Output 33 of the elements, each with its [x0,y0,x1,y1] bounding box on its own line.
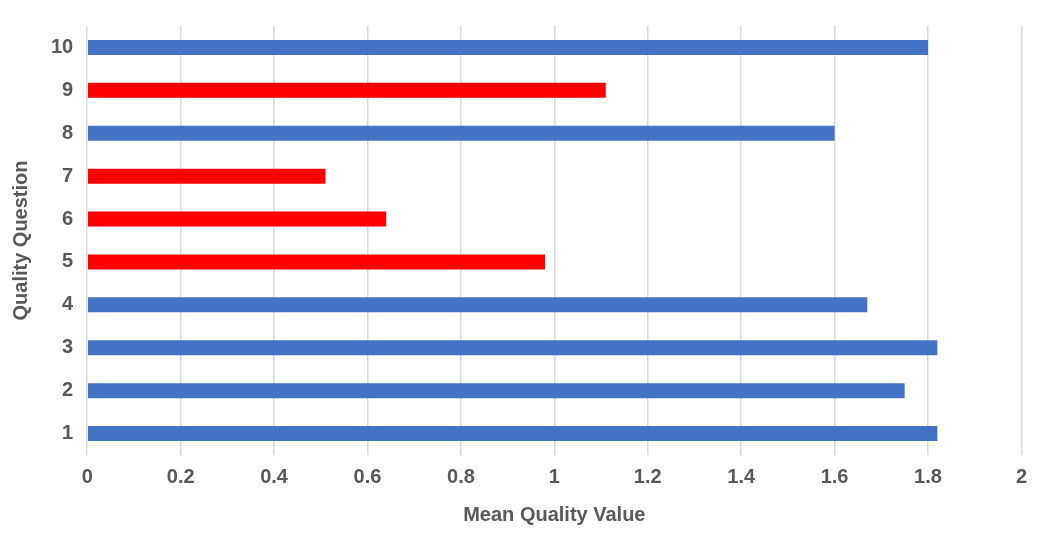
x-tick-label: 0.8 [447,464,475,487]
y-tick-label: 6 [62,206,74,229]
x-tick-label: 0.6 [353,464,382,487]
x-axis-title: Mean Quality Value [463,502,646,525]
bar [88,211,387,227]
x-tick-label: 0 [81,464,93,487]
y-tick-label: 1 [62,421,74,444]
bar [88,168,326,184]
bar [88,340,938,356]
y-tick-label: 5 [62,249,74,272]
y-tick-label: 4 [62,292,75,315]
x-tick-label: 1 [548,464,560,487]
x-tick-label: 1.2 [633,464,662,487]
y-tick-label: 10 [51,34,74,57]
x-tick-label: 0.2 [166,464,195,487]
y-tick-label: 9 [62,77,74,100]
x-tick-label: 1.6 [820,464,849,487]
bar [88,125,835,141]
x-tick-label: 0.4 [260,464,289,487]
bar [88,426,938,442]
y-tick-label: 2 [62,378,74,401]
x-tick-label: 1.8 [914,464,942,487]
y-tick-label: 7 [62,163,74,186]
bar [88,297,868,313]
bar [88,39,929,55]
y-tick-label: 3 [62,335,74,358]
bar [88,383,905,399]
y-tick-label: 8 [62,120,74,143]
bar [88,82,606,98]
y-axis-title: Quality Question [8,160,31,321]
bar [88,254,545,270]
x-tick-label: 2 [1015,464,1027,487]
x-tick-label: 1.4 [727,464,756,487]
